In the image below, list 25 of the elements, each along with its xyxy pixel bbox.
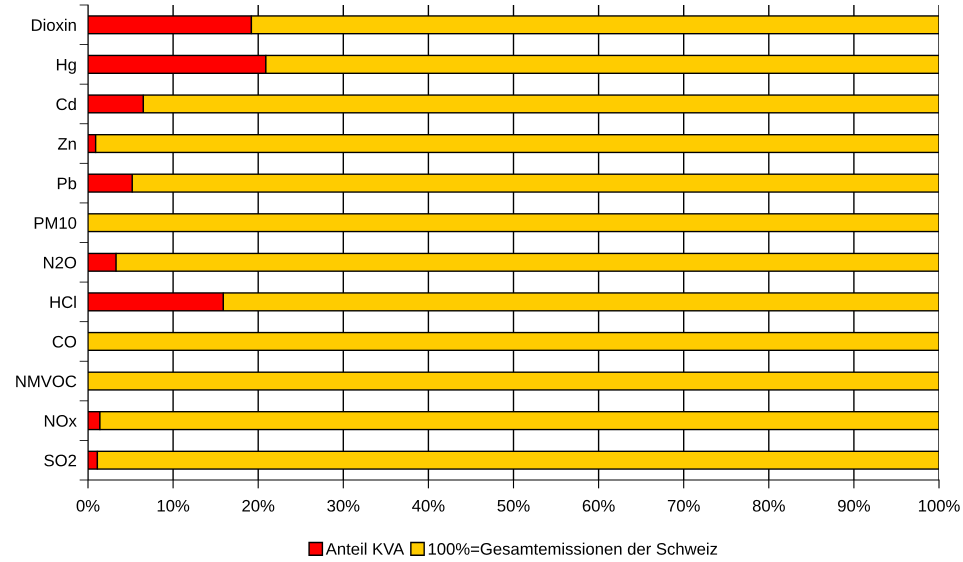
x-tick-label: 70% <box>668 500 700 512</box>
y-tick-label: PM10 <box>34 217 76 229</box>
y-tick-label: Cd <box>56 98 76 110</box>
y-tick-label: CO <box>52 336 76 348</box>
y-tick-label: NMVOC <box>16 375 76 388</box>
x-tick-label: 10% <box>158 500 190 512</box>
y-tick-label: Zn <box>58 138 76 150</box>
y-tick-label: HCl <box>50 296 76 308</box>
y-tick-label: NOx <box>44 415 77 427</box>
x-tick-label: 100% <box>918 500 960 512</box>
x-tick-label: 50% <box>497 500 530 512</box>
y-tick-label: SO2 <box>44 454 76 466</box>
legend-label: Anteil KVA <box>326 542 404 555</box>
y-tick-label: N2O <box>44 256 76 268</box>
y-tick-label: Dioxin <box>32 18 76 31</box>
x-tick-label: 80% <box>752 500 785 512</box>
x-tick-label: 30% <box>327 500 360 512</box>
x-tick-label: 20% <box>242 500 274 512</box>
legend-label: 100%=Gesamtemissionen der Schweiz <box>428 542 718 555</box>
y-tick-label: Pb <box>58 177 76 190</box>
y-tick-label: Hg <box>56 58 76 74</box>
x-tick-label: 60% <box>582 500 615 512</box>
x-tick-label: 40% <box>412 500 444 512</box>
x-tick-label: 90% <box>838 500 870 512</box>
x-tick-label: 0% <box>76 500 100 512</box>
